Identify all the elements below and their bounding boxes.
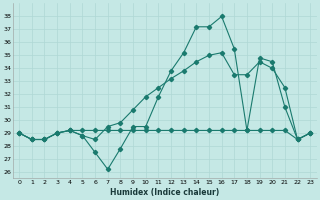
X-axis label: Humidex (Indice chaleur): Humidex (Indice chaleur) (110, 188, 219, 197)
